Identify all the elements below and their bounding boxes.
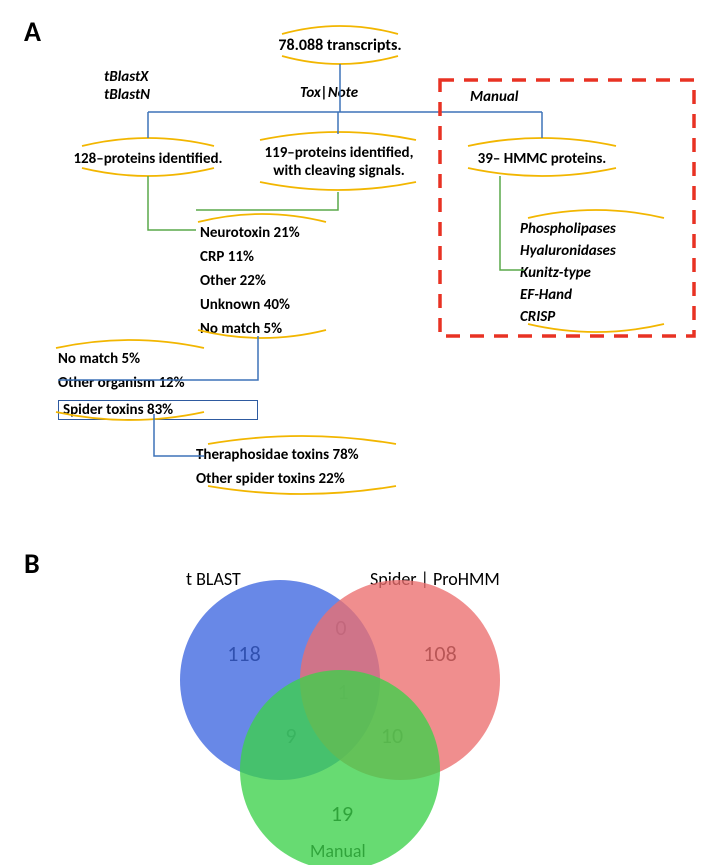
node-128-proteins: 128–proteins identified. xyxy=(48,150,248,168)
group-toxnote-breakdown: Neurotoxin 21% CRP 11% Other 22% Unknown… xyxy=(200,224,360,338)
figure-svg-overlay xyxy=(0,0,712,865)
panel-a-label: A xyxy=(24,14,41,49)
venn-label-manual: Manual xyxy=(310,840,366,862)
venn-spider-manual: 10 xyxy=(372,722,412,749)
panel-b-label: B xyxy=(24,546,40,581)
branch-center: Tox|Note xyxy=(300,84,400,102)
venn-all-three: 1 xyxy=(328,678,358,705)
venn-label-tblast: t BLAST xyxy=(186,568,241,590)
root-title: 78.088 transcripts. xyxy=(240,36,440,55)
node-39-hmmc: 39– HMMC proteins. xyxy=(452,150,632,168)
branch-left: tBlastX tBlastN xyxy=(104,68,194,104)
group-spider-breakdown: Theraphosidae toxins 78% Other spider to… xyxy=(196,446,426,488)
venn-label-spider: Spider | ProHMM xyxy=(370,568,500,590)
node-119-proteins: 119–proteins identified, with cleaving s… xyxy=(234,144,444,180)
branch-right: Manual xyxy=(470,88,550,106)
venn-tblast-manual: 9 xyxy=(276,722,306,749)
venn-only-manual: 19 xyxy=(322,800,362,827)
group-manual-families: Phospholipases Hyaluronidases Kunitz-typ… xyxy=(520,220,680,326)
venn-tblast-spider: 0 xyxy=(326,614,356,641)
venn-only-spider: 108 xyxy=(410,640,470,667)
group-blast-breakdown: No match 5% Other organism 12% Spider to… xyxy=(58,350,258,420)
venn-only-tblast: 118 xyxy=(214,640,274,667)
